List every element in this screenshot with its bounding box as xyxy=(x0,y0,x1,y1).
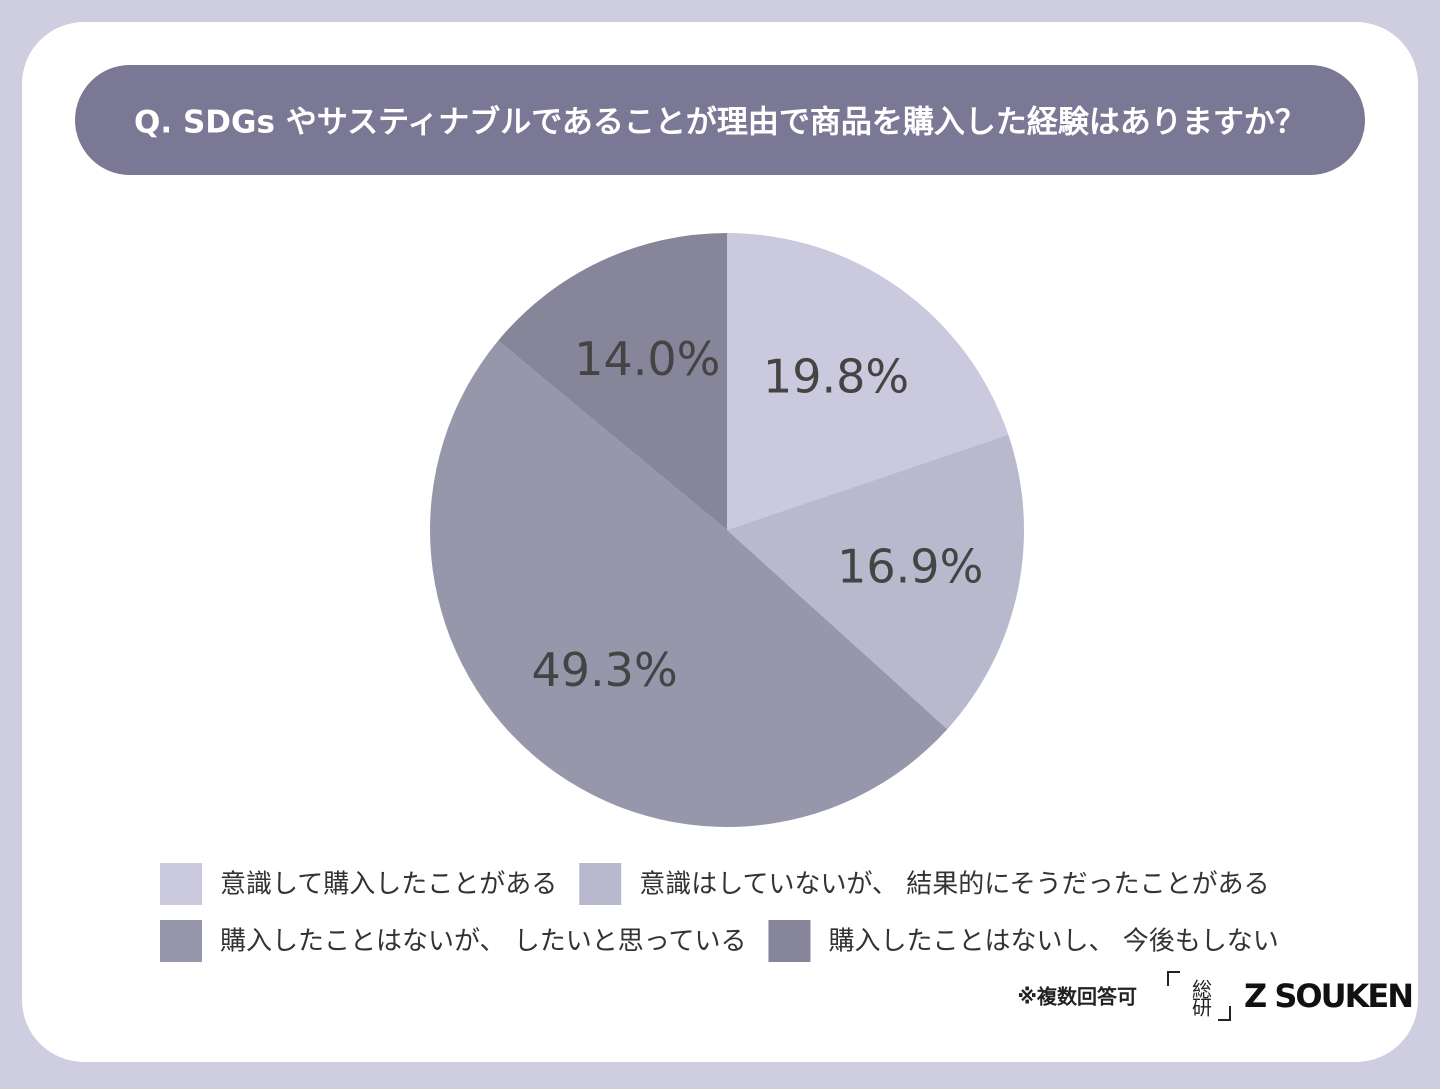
legend-label: 意識はしていないが、 結果的にそうだったことがある xyxy=(639,870,1269,900)
pie-slice xyxy=(430,340,948,827)
pie-slice xyxy=(498,233,727,530)
legend-label: 意識して購入したことがある xyxy=(220,870,557,900)
chart-title: Q. SDGs やサスティナブルであることが理由で商品を購入した経験はありますか… xyxy=(134,105,1306,141)
data-label: 14.0% xyxy=(574,332,720,386)
data-label: 49.3% xyxy=(532,643,678,697)
title-pill xyxy=(75,65,1365,175)
pie-slice xyxy=(727,233,1009,530)
legend-swatch xyxy=(160,920,202,962)
legend-swatch xyxy=(579,863,622,905)
brand-mark: 総研 xyxy=(1189,979,1213,1017)
legend-swatch xyxy=(768,920,811,962)
legend-label: 購入したことはないが、 したいと思っている xyxy=(220,927,746,957)
note: ※複数回答可 xyxy=(1018,985,1137,1009)
logo-bracket xyxy=(1167,971,1231,1021)
pie-slice xyxy=(727,434,1024,730)
data-label: 19.8% xyxy=(763,349,909,403)
data-label: 16.9% xyxy=(837,539,983,593)
brand: Z SOUKEN xyxy=(1244,977,1412,1015)
legend-swatch xyxy=(160,863,202,905)
legend-label: 購入したことはないし、 今後もしない xyxy=(828,927,1278,957)
